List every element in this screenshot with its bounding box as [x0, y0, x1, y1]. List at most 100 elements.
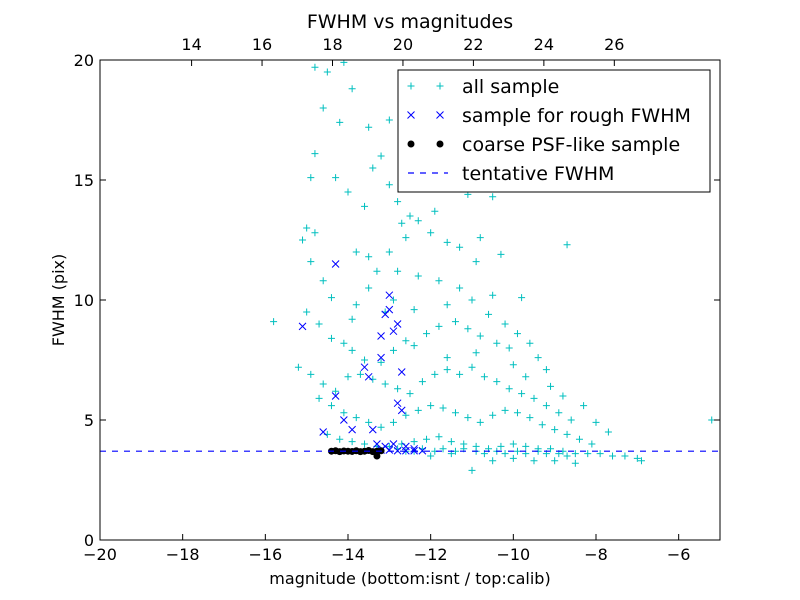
all-sample-point — [505, 385, 513, 393]
all-sample-point — [476, 234, 484, 242]
all-sample-point — [472, 258, 480, 266]
all-sample-point — [443, 301, 451, 309]
all-sample-point — [423, 330, 431, 338]
all-sample-point — [439, 404, 447, 412]
all-sample-point — [534, 354, 542, 362]
legend: all sample sample for rough FWHM coarse PS… — [397, 69, 711, 193]
all-sample-point — [398, 440, 406, 448]
all-sample-point — [468, 296, 476, 304]
all-sample-point — [468, 363, 476, 371]
all-sample-point — [385, 442, 393, 450]
all-sample-point — [633, 454, 641, 462]
legend-marker-psf-like — [407, 140, 415, 148]
all-sample-point — [299, 236, 307, 244]
all-sample-point — [493, 339, 501, 347]
legend-marker-all-sample — [436, 82, 444, 90]
all-sample-point — [385, 248, 393, 256]
all-sample-point — [518, 390, 526, 398]
all-sample-point — [423, 435, 431, 443]
legend-marker-all-sample — [407, 82, 415, 90]
all-sample-point — [344, 373, 352, 381]
all-sample-point — [542, 366, 550, 374]
all-sample-point — [307, 370, 315, 378]
all-sample-point — [315, 320, 323, 328]
rough-fwhm-point — [397, 406, 406, 415]
x-tick-label: −6 — [667, 545, 691, 564]
all-sample-point — [361, 440, 369, 448]
all-sample-point — [294, 363, 302, 371]
top-x-tick-label: 14 — [181, 35, 201, 54]
all-sample-point — [365, 284, 373, 292]
all-sample-point — [480, 373, 488, 381]
rough-fwhm-point — [319, 428, 328, 436]
all-sample-point — [352, 248, 360, 256]
plot-series — [100, 60, 720, 474]
all-sample-point — [315, 394, 323, 402]
all-sample-point — [410, 342, 418, 350]
rough-fwhm-point — [364, 372, 373, 381]
all-sample-point — [435, 322, 443, 330]
all-sample-point — [580, 402, 588, 410]
all-sample-point — [365, 418, 373, 426]
all-sample-point — [485, 310, 493, 318]
all-sample-point — [505, 344, 513, 352]
all-sample-point — [489, 291, 497, 299]
all-sample-point — [509, 361, 517, 369]
rough-fwhm-point — [389, 327, 398, 336]
y-tick-label: 10 — [74, 291, 94, 310]
all-sample-point — [398, 219, 406, 227]
top-x-tick-label: 16 — [252, 35, 272, 54]
rough-fwhm-point — [393, 446, 402, 455]
all-sample-point — [637, 457, 645, 465]
all-sample-point — [385, 116, 393, 124]
all-sample-point — [323, 68, 331, 76]
all-sample-point — [522, 442, 530, 450]
all-sample-point — [501, 450, 509, 458]
all-sample-point — [571, 459, 579, 467]
all-sample-point — [327, 294, 335, 302]
all-sample-point — [604, 428, 612, 436]
axes: −20 −18 −16 −14 −12 −10 −8 −6 0 5 10 15 20 14 16 18 20 22… — [74, 35, 720, 564]
all-sample-point — [464, 414, 472, 422]
all-sample-point — [588, 440, 596, 448]
rough-fwhm-point — [377, 332, 385, 340]
all-sample-point — [555, 409, 563, 417]
y-tick-label: 20 — [74, 51, 94, 70]
all-sample-point — [406, 390, 414, 398]
all-sample-point — [447, 438, 455, 446]
rough-fwhm-point — [373, 440, 381, 448]
all-sample-point — [394, 198, 402, 206]
all-sample-point — [592, 418, 600, 426]
top-x-tick-label: 20 — [393, 35, 413, 54]
all-sample-point — [344, 188, 352, 196]
all-sample-point — [526, 414, 534, 422]
all-sample-point — [402, 337, 410, 345]
all-sample-point — [389, 296, 397, 304]
all-sample-point — [336, 118, 344, 126]
all-sample-point — [542, 402, 550, 410]
all-sample-point — [410, 438, 418, 446]
rough-fwhm-point — [377, 353, 385, 362]
all-sample-point — [377, 358, 385, 366]
all-sample-point — [303, 308, 311, 316]
all-sample-point — [410, 306, 418, 314]
all-sample-point — [431, 207, 439, 215]
all-sample-point — [456, 370, 464, 378]
all-sample-point — [439, 445, 447, 453]
all-sample-point — [377, 423, 385, 431]
all-sample-point — [563, 241, 571, 249]
all-sample-point — [464, 325, 472, 333]
all-sample-point — [394, 385, 402, 393]
all-sample-point — [443, 354, 451, 362]
all-sample-point — [348, 438, 356, 446]
rough-fwhm-point — [385, 446, 394, 454]
x-tick-label: −10 — [496, 545, 530, 564]
all-sample-point — [489, 457, 497, 465]
legend-box — [397, 69, 711, 193]
rough-fwhm-point — [418, 446, 427, 455]
all-sample-point — [385, 181, 393, 189]
all-sample-point — [332, 387, 340, 395]
all-sample-point — [501, 406, 509, 414]
all-sample-point — [431, 370, 439, 378]
